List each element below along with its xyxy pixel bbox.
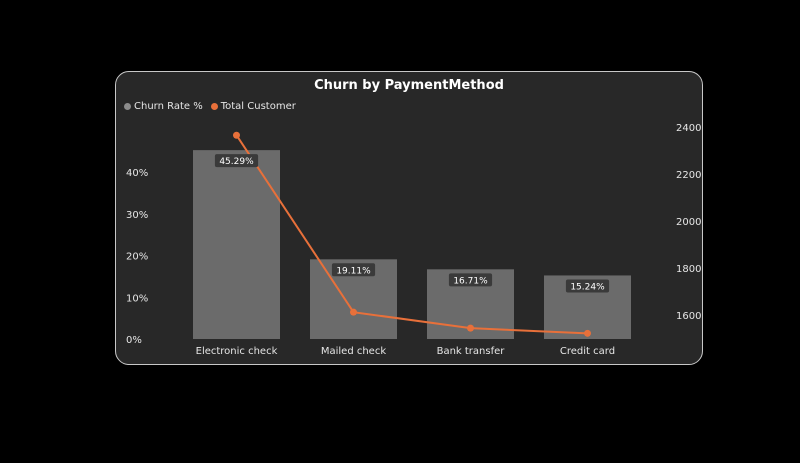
y-left-tick-label: 0% — [126, 335, 142, 346]
x-tick-label: Bank transfer — [437, 346, 506, 357]
chart-card: Churn by PaymentMethod Churn Rate % Tota… — [115, 71, 703, 365]
legend-item-total-customer[interactable]: Total Customer — [210, 101, 296, 112]
chart-title: Churn by PaymentMethod — [314, 78, 504, 93]
line-point-total-customer — [584, 329, 591, 337]
y-right-tick-label: 1800 — [676, 264, 701, 275]
series-line-total-customer — [235, 134, 588, 335]
chart-plot-area: 0% 10% 20% 30% 40% 1600 1800 2000 2200 2400 Electr… — [126, 123, 701, 357]
data-label-bg — [448, 273, 493, 287]
legend-label-churn-rate: Churn Rate % — [134, 101, 203, 112]
legend-label-total-customer: Total Customer — [220, 101, 296, 112]
legend-item-churn-rate[interactable]: Churn Rate % — [124, 101, 203, 112]
legend-marker-total-customer — [210, 103, 218, 110]
chart-legend: Churn Rate % Total Customer — [124, 101, 296, 112]
data-label: 45.29% — [219, 157, 254, 167]
y-left-tick-label: 40% — [126, 168, 148, 179]
line-point-total-customer — [233, 131, 240, 139]
legend-marker-churn-rate — [124, 103, 131, 110]
line-point-total-customer — [467, 324, 474, 332]
x-tick-label: Electronic check — [196, 346, 278, 357]
line-point-total-customer — [350, 308, 357, 316]
bar-electronic-check — [193, 150, 280, 339]
y-left-tick-label: 20% — [126, 252, 148, 263]
data-label-bg — [565, 279, 610, 293]
data-label: 15.24% — [570, 282, 605, 292]
y-left-tick-label: 10% — [126, 293, 148, 304]
y-right-tick-label: 1600 — [676, 311, 701, 322]
data-label: 16.71% — [453, 276, 488, 286]
x-tick-label: Mailed check — [321, 346, 386, 357]
data-label-bg — [331, 263, 376, 277]
data-label-bg — [214, 154, 259, 168]
data-label: 19.11% — [336, 266, 371, 276]
y-right-tick-label: 2000 — [676, 217, 701, 228]
y-right-tick-label: 2200 — [676, 170, 701, 181]
y-right-tick-label: 2400 — [676, 123, 701, 134]
y-left-tick-label: 30% — [126, 210, 148, 221]
x-tick-label: Credit card — [560, 346, 615, 357]
